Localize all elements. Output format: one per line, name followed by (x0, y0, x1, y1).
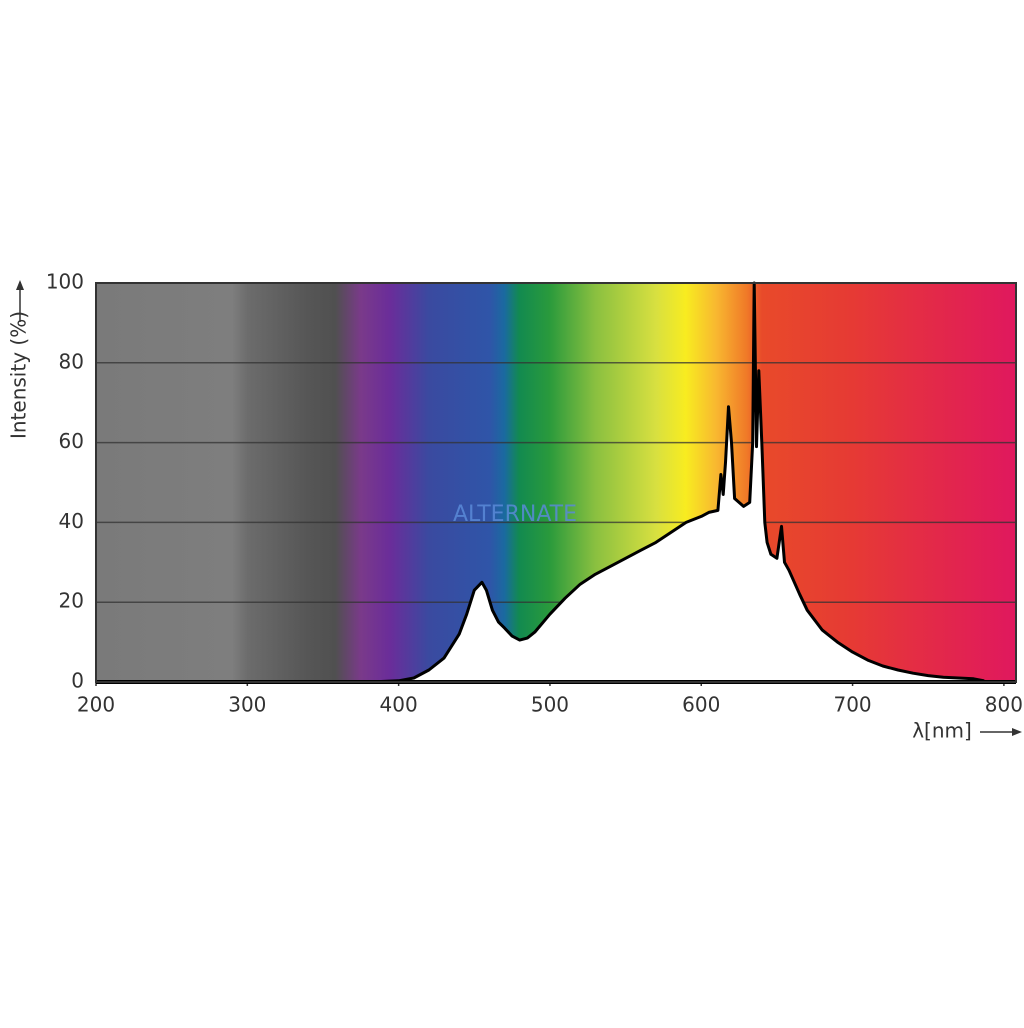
x-tick-label: 700 (833, 693, 871, 717)
x-tick-label: 400 (380, 693, 418, 717)
y-tick-label: 80 (59, 349, 84, 373)
y-axis-arrowhead (16, 280, 24, 290)
x-tick-label: 200 (77, 693, 115, 717)
y-tick-label: 60 (59, 429, 84, 453)
x-tick-label: 800 (985, 693, 1023, 717)
y-axis-label: Intensity (%) (7, 311, 31, 439)
y-tick-label: 100 (46, 270, 84, 294)
plot-frame (95, 282, 1017, 683)
spectrum-line (368, 281, 985, 684)
x-tick-label: 300 (228, 693, 266, 717)
y-tick-label: 40 (59, 509, 84, 533)
area-fill (368, 283, 985, 682)
y-tick-label: 20 (59, 589, 84, 613)
y-tick-label: 0 (71, 669, 84, 693)
x-tick-label: 500 (531, 693, 569, 717)
x-axis-arrowhead (1012, 728, 1022, 736)
watermark: ALTERNATE (453, 502, 577, 527)
x-tick-label: 600 (682, 693, 720, 717)
x-axis-label: λ[nm] (912, 719, 972, 743)
